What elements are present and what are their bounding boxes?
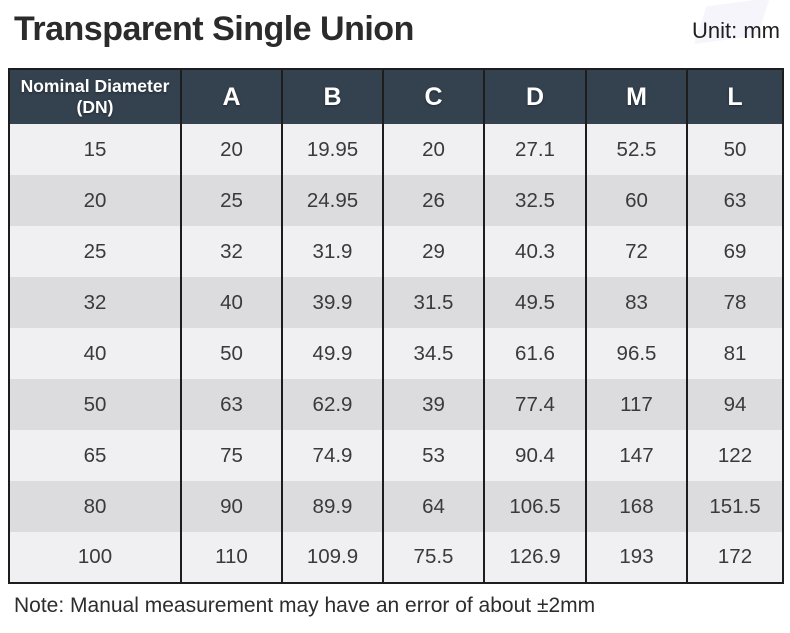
table-row: 20 25 24.95 26 32.5 60 63 (9, 175, 783, 226)
table-cell: 80 (83, 494, 107, 518)
table-cell: 32.5 (483, 175, 586, 226)
table-cell: 69 (686, 226, 783, 277)
table-cell: 122 (686, 430, 783, 481)
table-cell: 77.4 (483, 379, 586, 430)
table-cell: 193 (585, 532, 687, 583)
table-row: 100 110 109.9 75.5 126.9 193 172 (9, 532, 783, 583)
table-cell: 65 (83, 443, 107, 467)
table-cell: 63 (686, 175, 783, 226)
table-cell: 34.5 (382, 328, 484, 379)
table-cell: 72 (585, 226, 687, 277)
table-cell: 40 (83, 341, 107, 365)
header-cell-d: D (483, 69, 586, 124)
table-cell: 19.95 (281, 124, 383, 175)
table-header: Nominal Diameter (DN) A B C D M L (9, 69, 783, 124)
table-cell: 20 (83, 188, 107, 212)
table-cell: 15 (83, 137, 107, 161)
table-cell: 109.9 (281, 532, 383, 583)
table-cell: 29 (382, 226, 484, 277)
table-cell: 40 (180, 277, 282, 328)
table-cell: 25 (83, 239, 107, 263)
table-cell: 126.9 (483, 532, 586, 583)
table-cell: 83 (585, 277, 687, 328)
table-cell: 75.5 (382, 532, 484, 583)
table-cell: 25 (180, 175, 282, 226)
table-cell: 24.95 (281, 175, 383, 226)
header-cell-m: M (585, 69, 687, 124)
table-cell: 172 (686, 532, 783, 583)
table-cell: 94 (686, 379, 783, 430)
table-row: 50 63 62.9 39 77.4 117 94 (9, 379, 783, 430)
table-row: 15 20 19.95 20 27.1 52.5 50 (9, 124, 783, 175)
table-cell: 52.5 (585, 124, 687, 175)
header-cell-l: L (686, 69, 783, 124)
table-cell: 89.9 (281, 481, 383, 532)
table-cell: 63 (180, 379, 282, 430)
table-cell: 39.9 (281, 277, 383, 328)
table-cell: 27.1 (483, 124, 586, 175)
table-cell: 31.9 (281, 226, 383, 277)
table-cell: 168 (585, 481, 687, 532)
table-row: 65 75 74.9 53 90.4 147 122 (9, 430, 783, 481)
table-cell: 61.6 (483, 328, 586, 379)
table-cell: 50 (180, 328, 282, 379)
unit-label: Unit: mm (692, 18, 780, 43)
table-row: 25 32 31.9 29 40.3 72 69 (9, 226, 783, 277)
header-cell-c: C (382, 69, 484, 124)
table-cell: 90.4 (483, 430, 586, 481)
table-cell: 53 (382, 430, 484, 481)
spec-table: Nominal Diameter (DN) A B C D M L 15 20 19… (8, 68, 784, 584)
header-cell-dn: Nominal Diameter (DN) (20, 76, 170, 117)
table-cell: 50 (83, 392, 107, 416)
table-cell: 40.3 (483, 226, 586, 277)
table-cell: 74.9 (281, 430, 383, 481)
table-row: 40 50 49.9 34.5 61.6 96.5 81 (9, 328, 783, 379)
table-row: 80 90 89.9 64 106.5 168 151.5 (9, 481, 783, 532)
table-cell: 32 (180, 226, 282, 277)
table-cell: 49.5 (483, 277, 586, 328)
table-cell: 106.5 (483, 481, 586, 532)
table-row: 32 40 39.9 31.5 49.5 83 78 (9, 277, 783, 328)
table-cell: 49.9 (281, 328, 383, 379)
table-cell: 20 (180, 124, 282, 175)
table-body: 15 20 19.95 20 27.1 52.5 50 20 25 24.95 26 32.5 60 63… (9, 124, 783, 583)
table-cell: 81 (686, 328, 783, 379)
table-cell: 117 (585, 379, 687, 430)
table-cell: 39 (382, 379, 484, 430)
table-cell: 31.5 (382, 277, 484, 328)
table-cell: 110 (180, 532, 282, 583)
page-title: Transparent Single Union (14, 10, 414, 48)
header-row: Nominal Diameter (DN) A B C D M L (9, 69, 783, 124)
table-cell: 20 (382, 124, 484, 175)
table-cell: 50 (686, 124, 783, 175)
table-cell: 96.5 (585, 328, 687, 379)
table-cell: 62.9 (281, 379, 383, 430)
table-cell: 64 (382, 481, 484, 532)
header-cell-b: B (281, 69, 383, 124)
table-cell: 32 (83, 290, 107, 314)
header-cell-a: A (180, 69, 282, 124)
table-cell: 60 (585, 175, 687, 226)
table-cell: 90 (180, 481, 282, 532)
table-cell: 147 (585, 430, 687, 481)
table-cell: 78 (686, 277, 783, 328)
table-cell: 26 (382, 175, 484, 226)
table-cell: 75 (180, 430, 282, 481)
table-cell: 151.5 (686, 481, 783, 532)
note-text: Note: Manual measurement may have an err… (14, 594, 596, 617)
table-cell: 100 (77, 545, 113, 568)
